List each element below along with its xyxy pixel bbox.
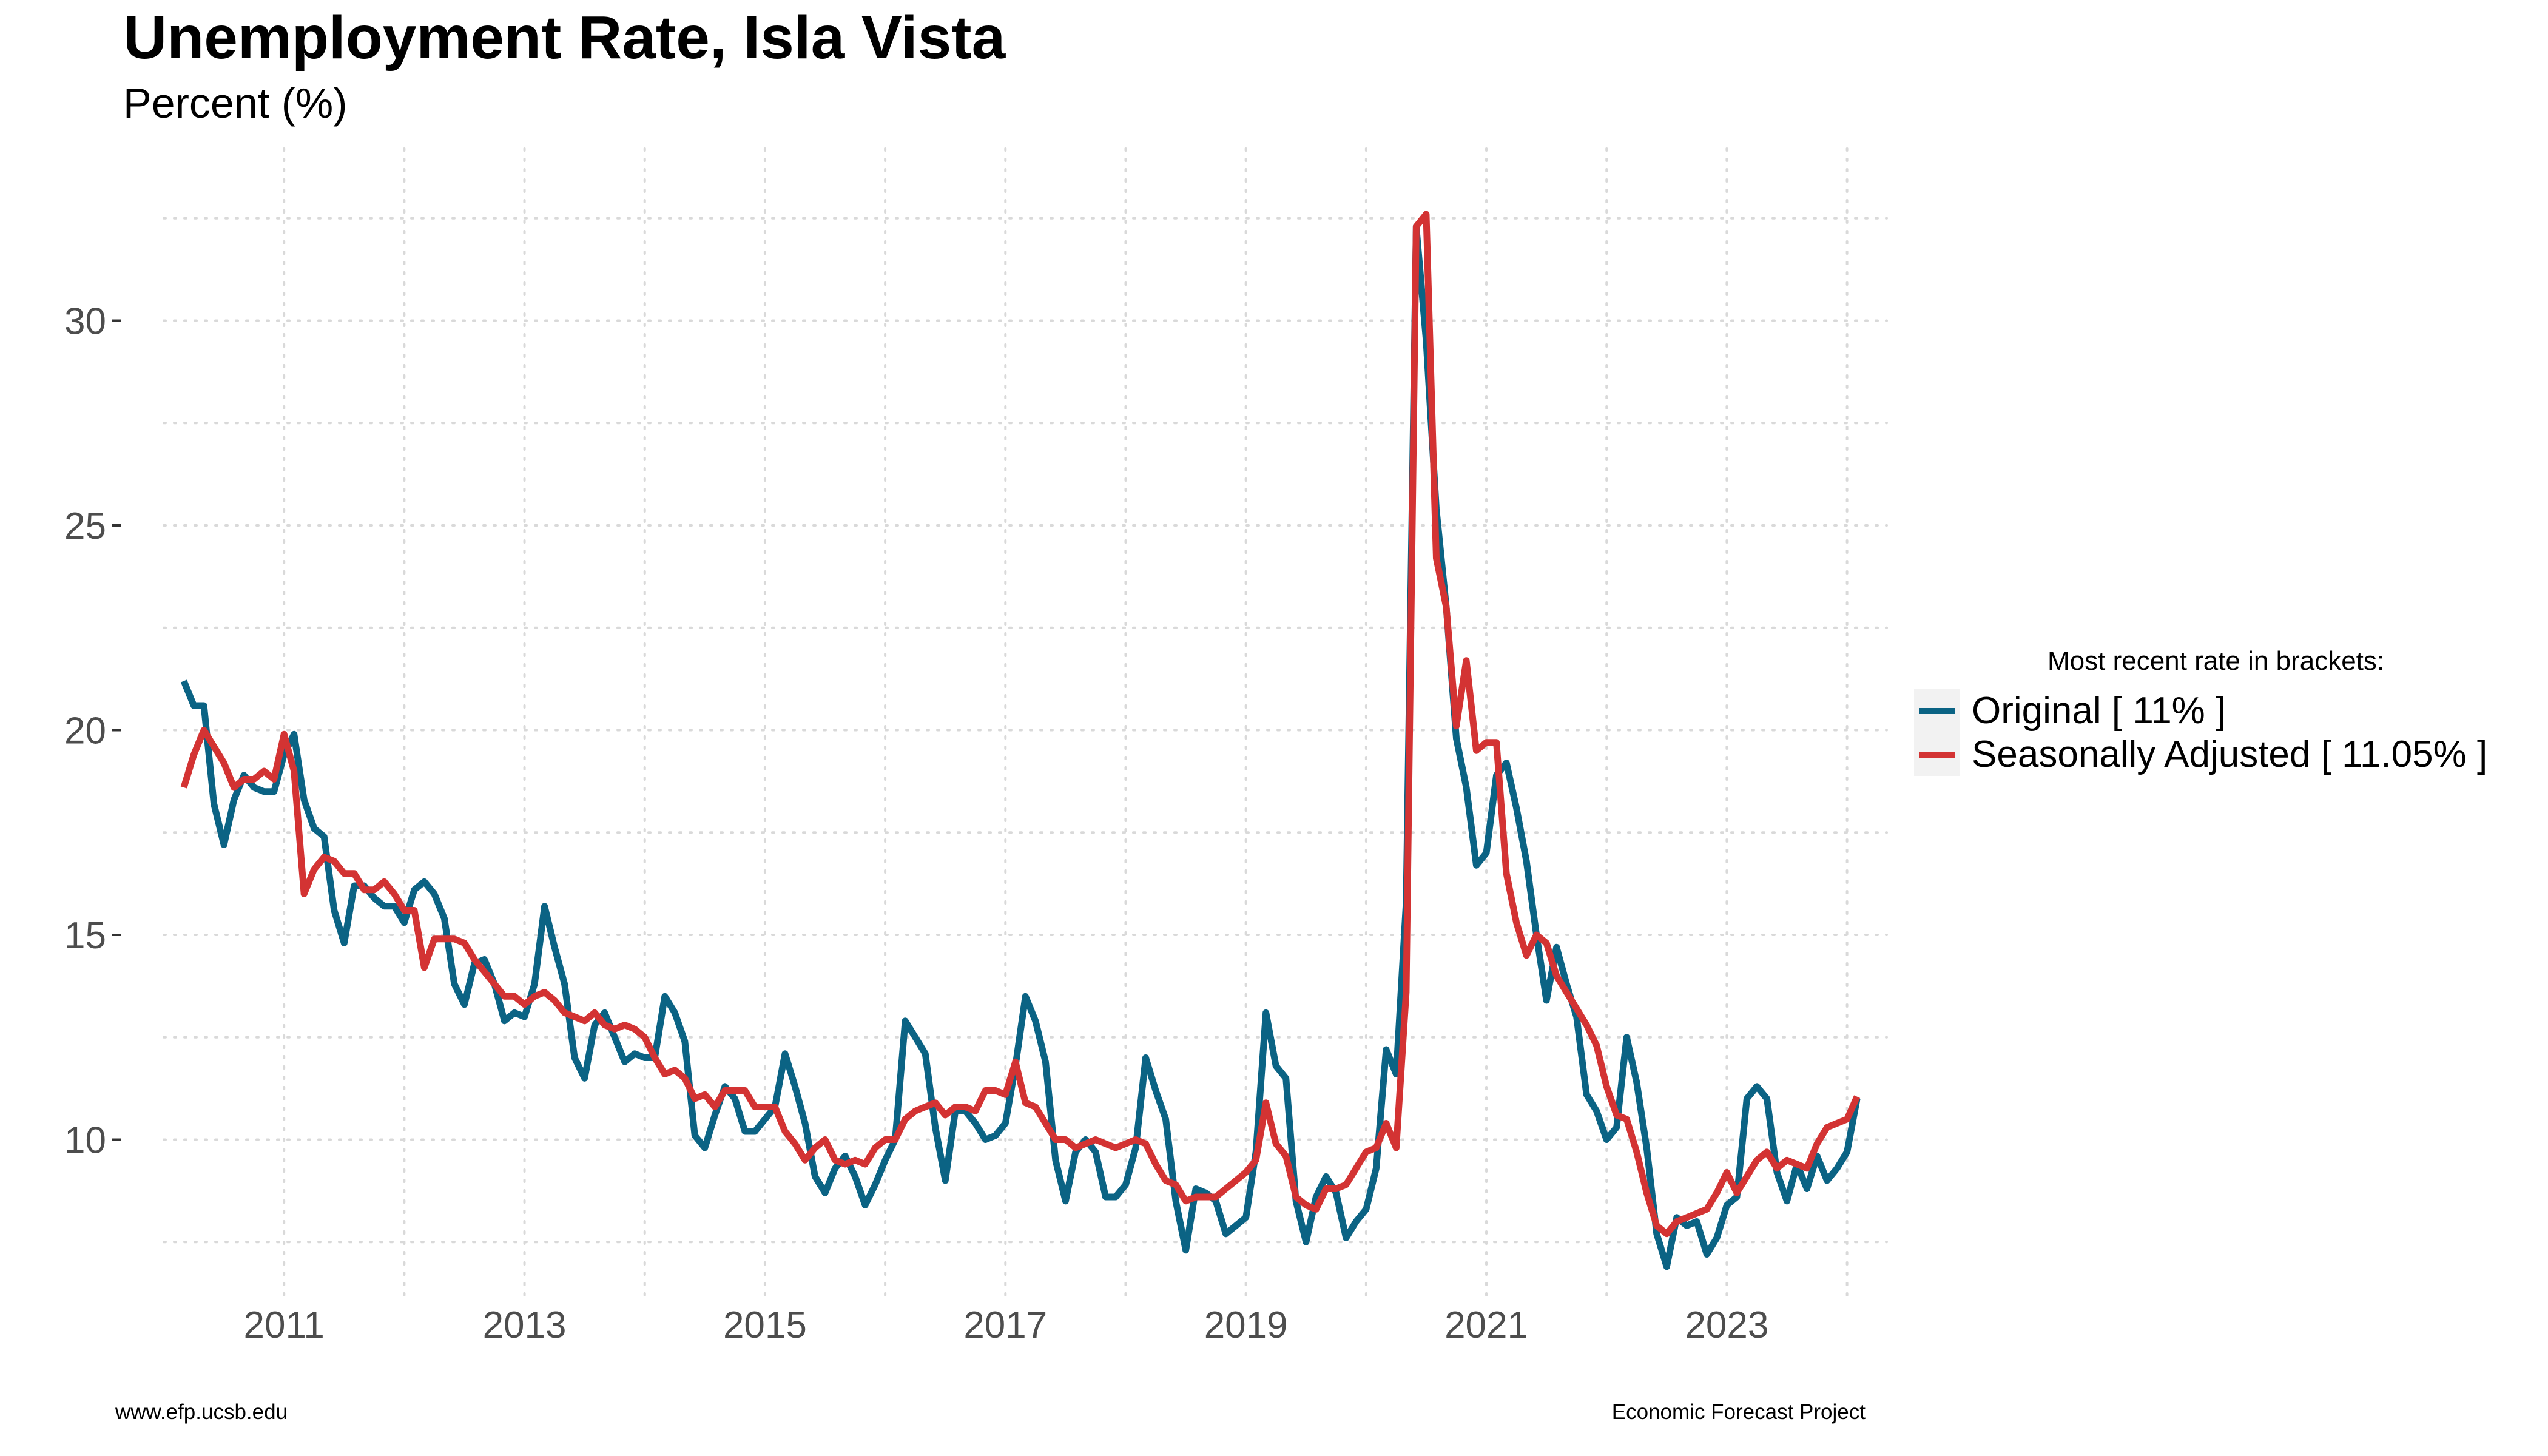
x-tick-label: 2017	[963, 1304, 1047, 1346]
legend-title: Most recent rate in brackets:	[2048, 646, 2385, 676]
legend-key-seasonally-adjusted	[1914, 732, 1960, 776]
y-tick-label: 25	[64, 505, 106, 547]
grid-lines	[163, 147, 1888, 1296]
axes: 2011 2013 2015 2017 2019 2021 2023 10 15 20 25 30	[64, 301, 1768, 1347]
series-line-seasonally-adjusted	[180, 211, 1861, 1238]
footer-website: www.efp.ucsb.edu	[115, 1400, 288, 1424]
y-tick-label: 15	[64, 915, 106, 957]
x-tick-label: 2021	[1444, 1304, 1528, 1346]
x-tick-label: 2015	[723, 1304, 807, 1346]
x-tick-label: 2023	[1685, 1304, 1768, 1346]
legend-key-original	[1914, 689, 1960, 732]
series-line-original	[180, 223, 1861, 1270]
footer-source: Economic Forecast Project	[1611, 1400, 1866, 1424]
x-tick-label: 2019	[1204, 1304, 1288, 1346]
legend-item-seasonally-adjusted: Seasonally Adjusted [ 11.05% ]	[1914, 732, 2487, 776]
series-lines	[180, 211, 1861, 1270]
y-tick-label: 30	[64, 301, 106, 343]
chart-title: Unemployment Rate, Isla Vista	[123, 4, 1006, 72]
x-tick-label: 2013	[483, 1304, 567, 1346]
x-tick-label: 2011	[244, 1304, 325, 1346]
legend-label-seasonally-adjusted: Seasonally Adjusted [ 11.05% ]	[1972, 733, 2488, 775]
legend-label-original: Original [ 11% ]	[1972, 689, 2226, 732]
chart-subtitle: Percent (%)	[123, 79, 348, 127]
y-tick-label: 20	[64, 710, 106, 752]
y-tick-label: 10	[64, 1120, 106, 1162]
legend-item-original: Original [ 11% ]	[1914, 689, 2226, 732]
